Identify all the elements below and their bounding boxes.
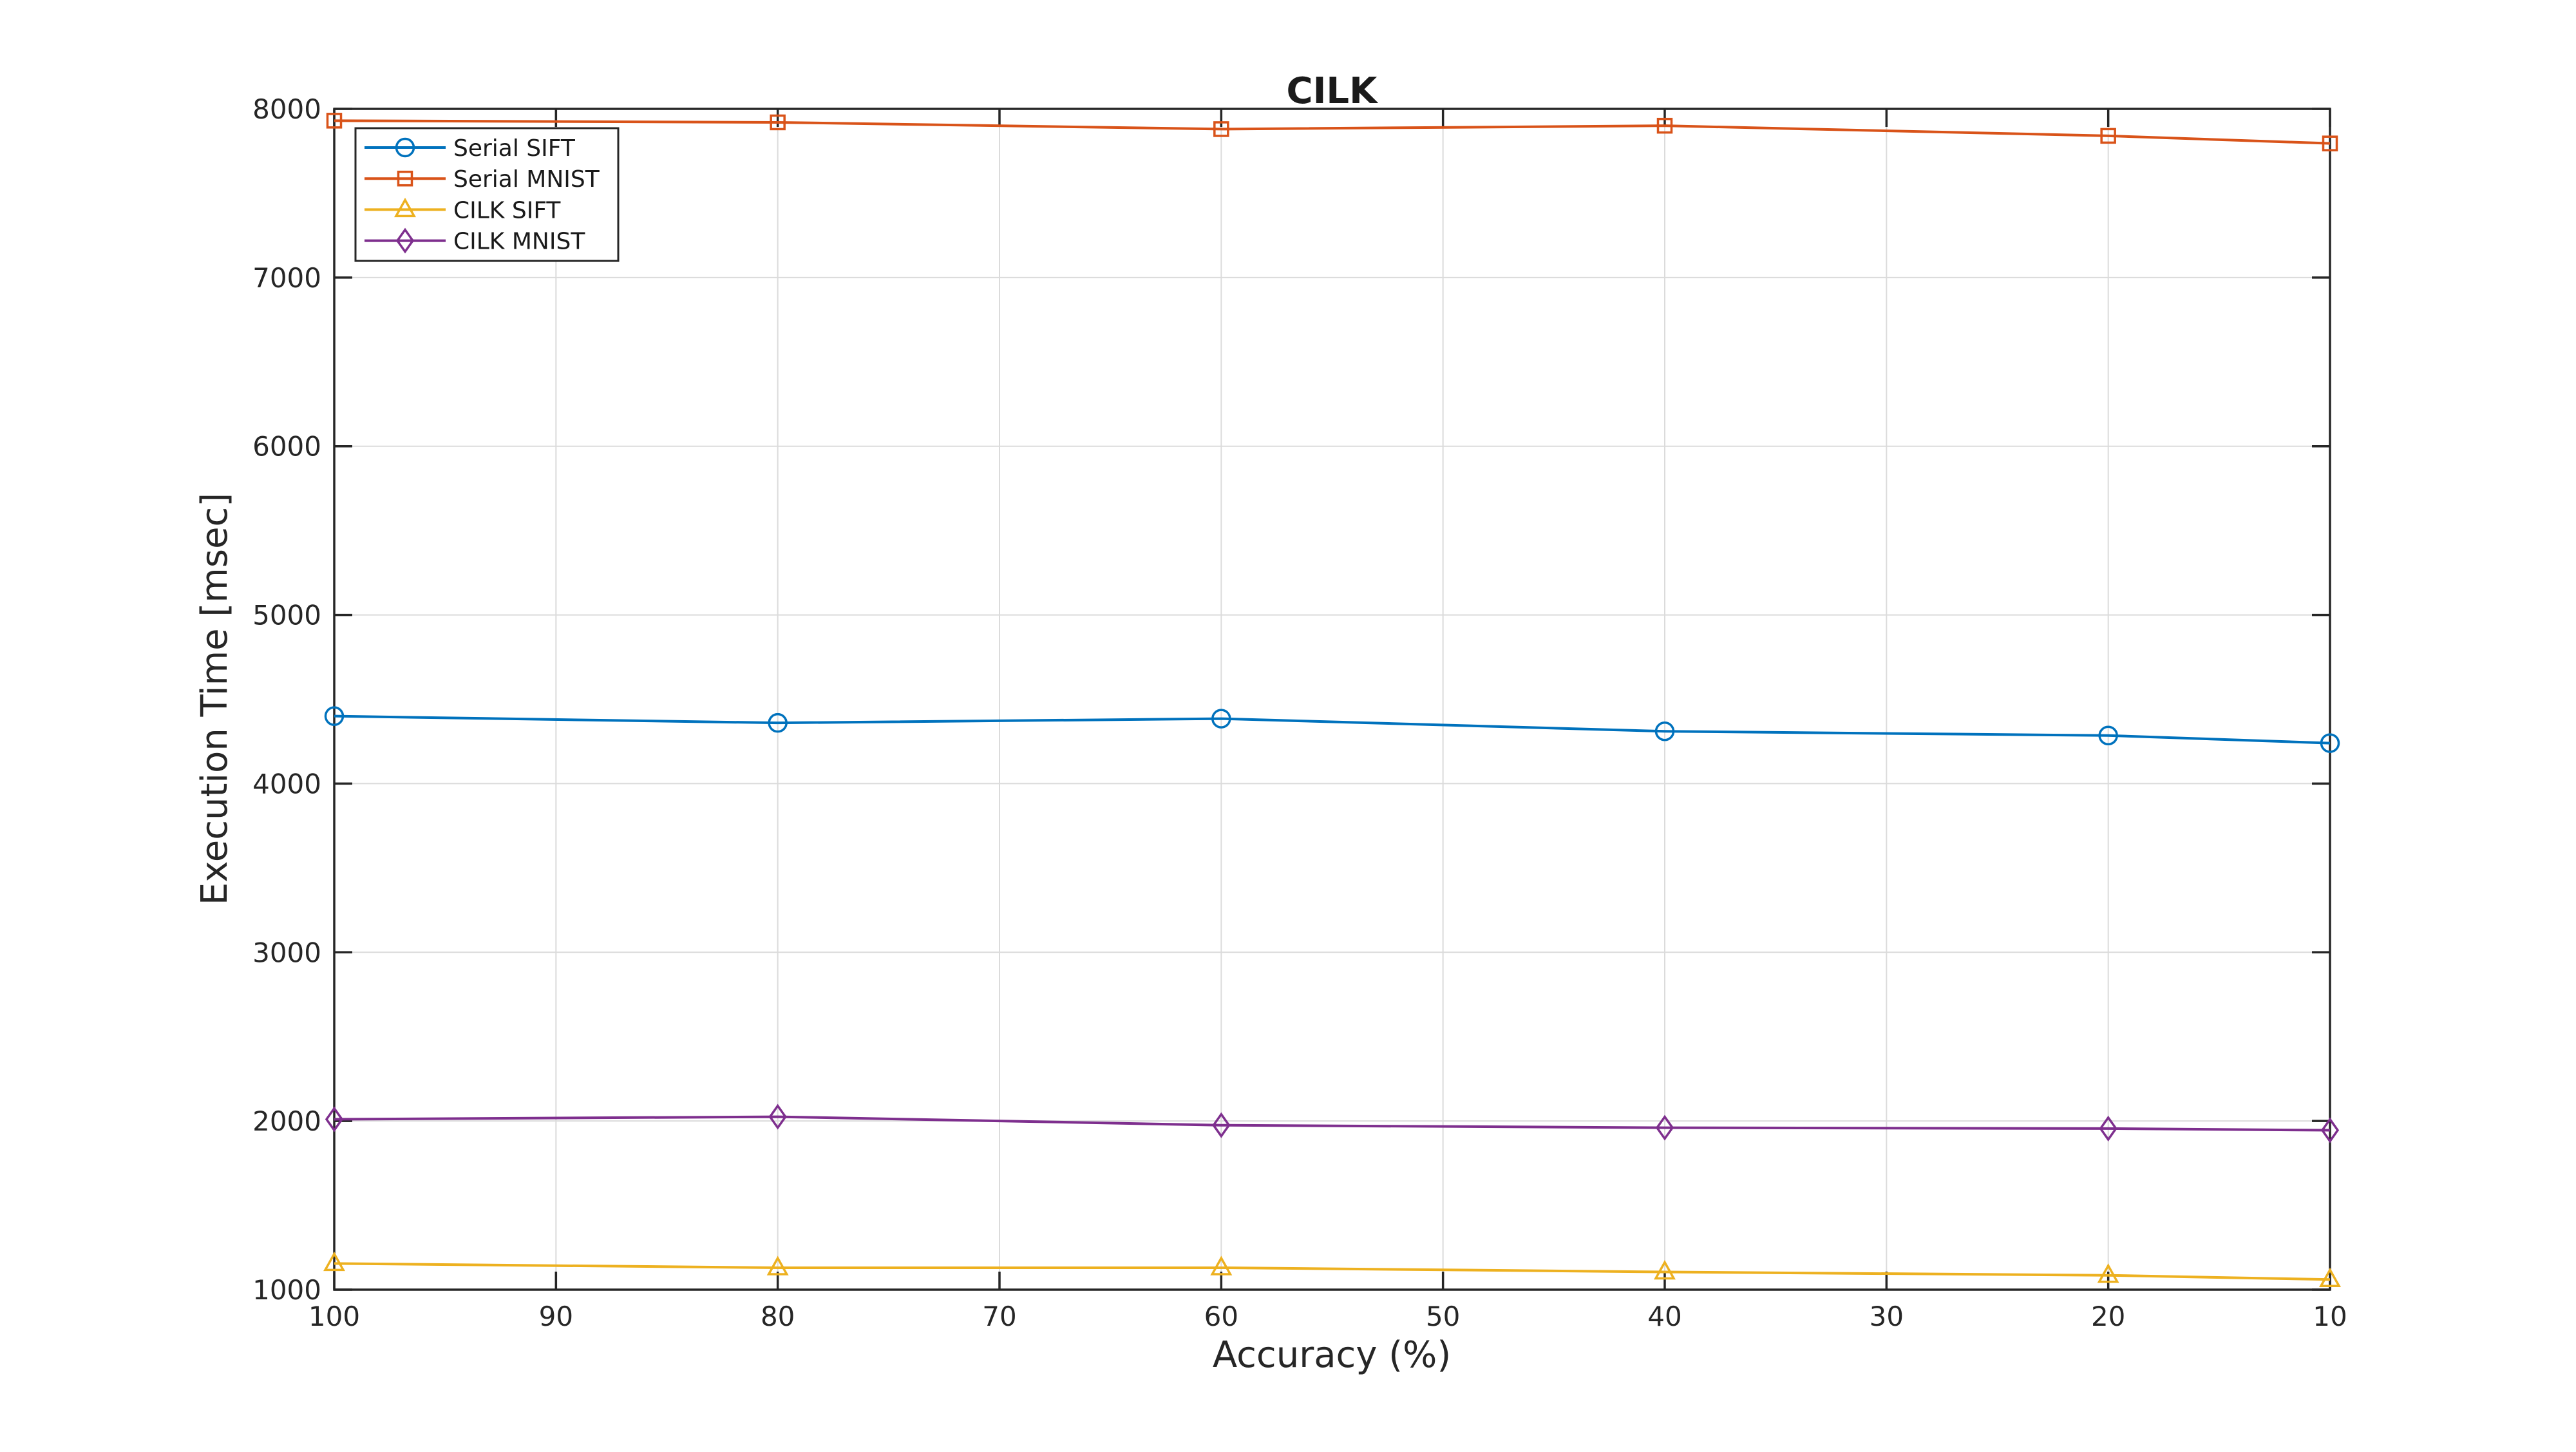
x-axis-label: Accuracy (%) [1213,1334,1451,1376]
cilk-sift-line [334,1262,2331,1281]
axis-ticks [333,108,2331,1291]
cilk-sift-triangle-marker [1654,1259,1676,1280]
cilk-mnist-diamond-marker [325,1106,344,1132]
cilk-sift-triangle-marker [1210,1256,1233,1275]
cilk-mnist-line [334,1115,2331,1132]
serial-sift-circle-marker [324,706,345,726]
cilk-sift-legend-marker [394,197,416,218]
series-cilk-mnist [325,1103,2340,1143]
serial-mnist-line [334,119,2331,145]
cilk-sift-triangle-marker [323,1251,345,1272]
legend-item-cilk-sift: CILK SIFT [365,197,561,224]
serial-sift-circle-marker [2320,733,2340,753]
legend: Serial SIFT Serial MNIST CILK SIFT CILK MNI… [354,127,620,262]
y-tick-label: 4000 [252,768,321,799]
legend-label: CILK SIFT [453,197,561,224]
serial-sift-legend-marker [395,137,415,158]
gridlines [334,108,2331,1290]
legend-label: CILK MNIST [453,229,585,255]
serial-mnist-square-marker [2100,128,2116,144]
cilk-mnist-diamond-marker [2099,1115,2117,1142]
x-tick-label: 80 [761,1301,795,1332]
serial-mnist-square-marker [1213,121,1229,137]
y-tick-label: 1000 [252,1274,321,1306]
x-tick-label: 60 [1204,1301,1238,1332]
x-tick-label: 30 [1870,1301,1904,1332]
y-tick-label: 6000 [252,431,321,463]
y-tick-label: 3000 [252,937,321,968]
chart-title: CILK [1286,70,1379,112]
x-tick-label: 50 [1426,1301,1460,1332]
legend-item-cilk-mnist: CILK MNIST [365,227,585,255]
cilk-mnist-diamond-marker [2320,1117,2340,1143]
serial-sift-line [334,714,2331,745]
serial-mnist-legend-marker [397,170,413,187]
cilk-sift-triangle-marker [2319,1267,2341,1288]
x-tick-label: 20 [2091,1301,2125,1332]
y-tick-label: 5000 [252,600,321,631]
serial-sift-circle-marker [2098,725,2118,746]
serial-mnist-square-marker [1656,117,1673,134]
legend-item-serial-mnist: Serial MNIST [365,166,600,193]
serial-sift-circle-marker [1654,721,1675,741]
serial-mnist-square-marker [326,113,343,129]
cilk-sift-triangle-marker [2097,1263,2119,1283]
cilk-sift-triangle-marker [766,1256,789,1275]
axes-frame [333,108,2331,1291]
legend-item-serial-sift: Serial SIFT [365,135,576,162]
tick-labels: 100 90 80 70 60 50 40 30 20 10 1000 2000 3000 4000 500… [252,93,2347,1332]
legend-label: Serial SIFT [453,135,576,162]
y-tick-label: 8000 [252,93,321,125]
y-tick-label: 2000 [252,1105,321,1137]
serial-sift-circle-marker [1211,709,1231,729]
plot-box [333,108,2331,1291]
cilk-mnist-legend-marker [395,227,415,254]
serial-sift-circle-marker [768,712,788,733]
x-tick-label: 40 [1647,1301,1681,1332]
y-tick-label: 7000 [252,262,321,294]
series-serial-mnist [326,113,2338,151]
data-series [323,113,2341,1288]
x-tick-label: 100 [308,1301,360,1332]
x-tick-label: 10 [2313,1301,2347,1332]
serial-mnist-square-marker [770,114,786,131]
x-tick-label: 90 [539,1301,573,1332]
legend-label: Serial MNIST [453,166,600,193]
cilk-mnist-diamond-marker [768,1103,787,1130]
cilk-mnist-diamond-marker [1212,1112,1231,1138]
cilk-mnist-diamond-marker [1655,1114,1674,1141]
series-serial-sift [324,706,2340,753]
y-axis-label: Execution Time [msec] [194,493,236,905]
serial-mnist-square-marker [2322,135,2338,151]
x-tick-label: 70 [982,1301,1016,1332]
series-cilk-sift [323,1251,2341,1288]
